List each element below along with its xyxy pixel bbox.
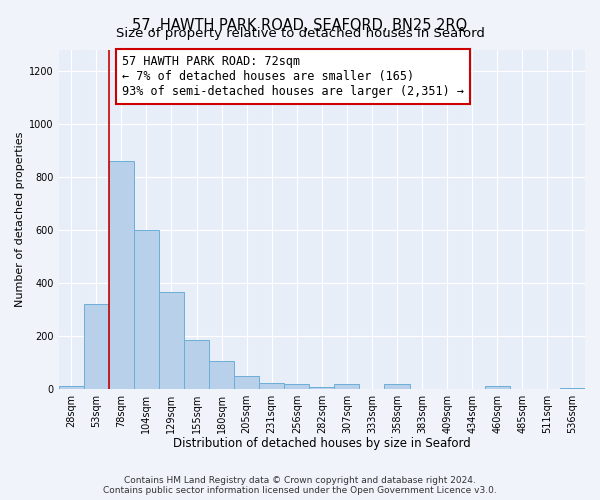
Bar <box>334 384 359 388</box>
Bar <box>159 292 184 388</box>
Bar <box>209 361 234 388</box>
Bar <box>184 340 209 388</box>
X-axis label: Distribution of detached houses by size in Seaford: Distribution of detached houses by size … <box>173 437 471 450</box>
Bar <box>84 304 109 388</box>
Bar <box>59 386 84 388</box>
Text: 57, HAWTH PARK ROAD, SEAFORD, BN25 2RQ: 57, HAWTH PARK ROAD, SEAFORD, BN25 2RQ <box>133 18 467 32</box>
Bar <box>485 386 510 388</box>
Bar <box>109 161 134 388</box>
Bar <box>284 384 309 388</box>
Bar <box>234 376 259 388</box>
Bar <box>134 230 159 388</box>
Bar <box>259 384 284 388</box>
Text: Size of property relative to detached houses in Seaford: Size of property relative to detached ho… <box>116 28 484 40</box>
Bar <box>385 384 410 388</box>
Text: Contains HM Land Registry data © Crown copyright and database right 2024.
Contai: Contains HM Land Registry data © Crown c… <box>103 476 497 495</box>
Text: 57 HAWTH PARK ROAD: 72sqm
← 7% of detached houses are smaller (165)
93% of semi-: 57 HAWTH PARK ROAD: 72sqm ← 7% of detach… <box>122 55 464 98</box>
Y-axis label: Number of detached properties: Number of detached properties <box>15 132 25 307</box>
